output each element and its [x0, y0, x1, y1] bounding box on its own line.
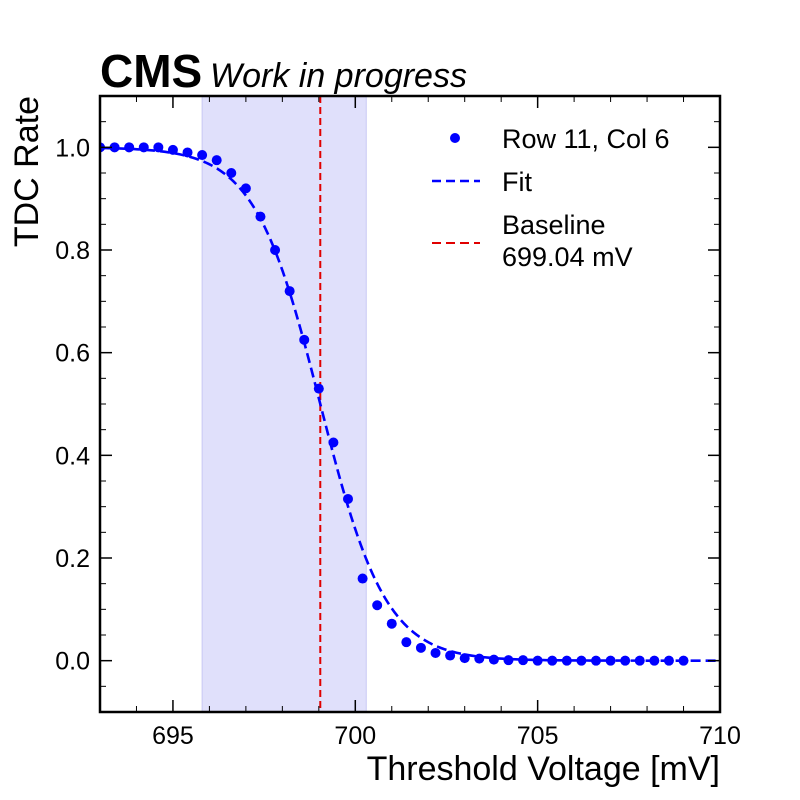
x-tick-label: 695 — [152, 722, 194, 750]
status-label: Work in progress — [210, 57, 467, 95]
fit-curve — [100, 146, 720, 662]
data-point — [357, 573, 368, 584]
data-point — [328, 437, 339, 448]
x-tick-label: 710 — [699, 722, 741, 750]
data-point — [591, 655, 601, 666]
y-tick-label: 0.2 — [55, 545, 90, 573]
data-point — [401, 637, 412, 648]
data-point — [561, 655, 572, 666]
data-point — [678, 655, 689, 666]
legend-label-baseline-value: 699.04 mV — [502, 242, 633, 272]
legend: Row 11, Col 6 Fit Baseline 699.04 mV — [432, 124, 670, 272]
data-point — [503, 655, 514, 666]
axes: 695 700 705 710 0.0 0.2 0.4 0.6 0.8 1.0 — [55, 94, 741, 750]
data-point — [386, 618, 397, 629]
y-tick-label: 0.8 — [55, 237, 90, 265]
data-point — [445, 650, 456, 661]
data-point — [620, 655, 631, 666]
y-tick-label: 0.0 — [55, 648, 90, 676]
data-point — [109, 142, 120, 153]
x-tick-label: 700 — [334, 722, 376, 750]
plot-area — [100, 96, 720, 712]
data-point — [430, 647, 441, 658]
y-tick-label: 0.6 — [55, 340, 90, 368]
data-point — [313, 383, 324, 394]
data-point — [299, 334, 310, 345]
data-point — [167, 144, 178, 155]
data-point — [459, 653, 470, 664]
data-point — [343, 493, 353, 504]
legend-label-fit: Fit — [502, 167, 532, 197]
data-point — [240, 183, 251, 194]
plot-content — [100, 96, 720, 712]
data-point — [649, 655, 660, 666]
data-point — [634, 655, 645, 666]
data-point — [547, 655, 558, 666]
y-axis-label: TDC Rate — [8, 96, 46, 247]
shaded-band — [201, 96, 367, 712]
data-point — [270, 245, 281, 255]
data-point — [663, 655, 674, 666]
data-point — [284, 286, 295, 297]
experiment-label: CMS — [100, 45, 202, 97]
x-tick-label: 705 — [517, 722, 559, 750]
data-point — [255, 211, 266, 222]
data-point — [605, 655, 616, 666]
data-point — [474, 653, 485, 664]
data-point — [197, 150, 208, 161]
y-tick-label: 1.0 — [55, 134, 90, 162]
data-point — [226, 168, 237, 178]
data-point — [372, 600, 383, 611]
data-point — [532, 655, 543, 666]
data-point — [488, 654, 499, 665]
data-point — [576, 655, 587, 666]
legend-label-baseline: Baseline — [502, 210, 606, 240]
data-point — [211, 155, 222, 166]
y-tick-label: 0.4 — [55, 442, 90, 470]
data-point — [124, 142, 135, 153]
data-point — [415, 642, 426, 653]
data-point — [153, 142, 164, 153]
data-point — [138, 142, 149, 153]
data-point — [518, 655, 529, 666]
legend-label-points: Row 11, Col 6 — [502, 124, 670, 154]
x-axis-label: Threshold Voltage [mV] — [367, 750, 720, 788]
data-point — [182, 147, 193, 158]
legend-marker-points — [450, 133, 460, 143]
